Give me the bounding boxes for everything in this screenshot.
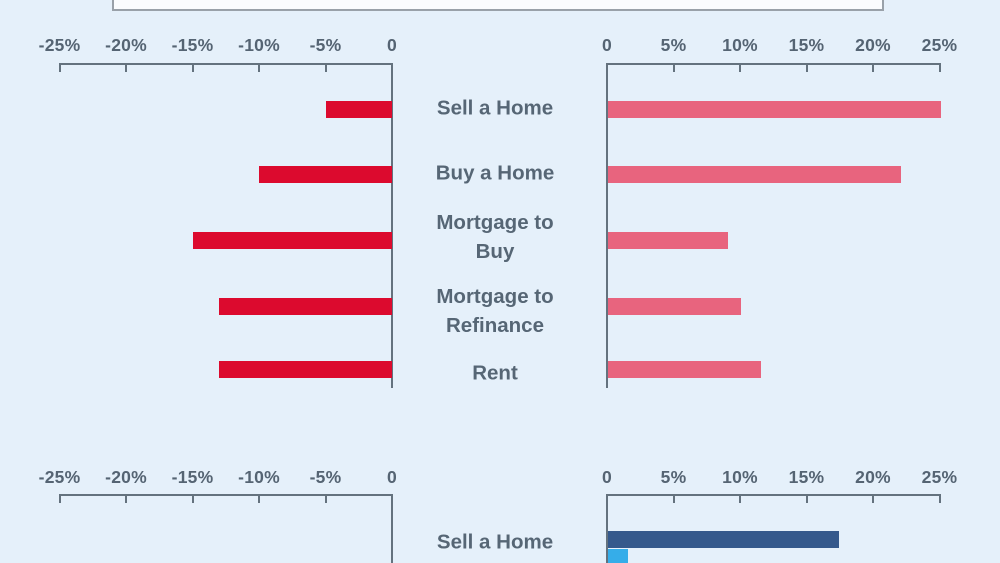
axis-tick	[938, 494, 941, 503]
axis-tick-label: -15%	[171, 467, 214, 487]
zero-axis-line	[606, 494, 608, 563]
axis-tick-label: 15%	[788, 35, 825, 55]
axis-tick-label: 25%	[921, 467, 958, 487]
axis-tick	[872, 63, 874, 72]
axis-tick	[191, 63, 194, 72]
axis-tick-label: 20%	[855, 35, 891, 55]
bar-series-dark-blue-0	[608, 531, 840, 548]
axis-tick-label: -5%	[309, 467, 342, 487]
bar-positive-4	[608, 361, 761, 378]
axis-tick	[125, 494, 127, 503]
axis-tick-label: -10%	[238, 35, 280, 55]
zero-axis-line	[391, 494, 393, 563]
axis-tick-label: 5%	[660, 467, 687, 487]
axis-tick-label: 10%	[722, 35, 758, 55]
axis-tick-label: -25%	[38, 35, 81, 55]
bar-negative-1	[259, 166, 392, 183]
axis-tick	[324, 63, 327, 72]
bar-series-light-blue-0	[608, 549, 628, 563]
axis-tick-label: 20%	[855, 467, 891, 487]
bar-negative-4	[219, 361, 392, 378]
axis-tick	[258, 63, 260, 72]
axis-line	[59, 63, 392, 65]
bar-positive-1	[608, 166, 901, 183]
axis-tick	[739, 63, 741, 72]
axis-tick	[938, 63, 941, 72]
axis-tick	[872, 494, 874, 503]
bar-positive-2	[608, 232, 728, 249]
bar-negative-2	[192, 232, 392, 249]
axis-tick	[191, 494, 194, 503]
category-label: Mortgage to Buy	[436, 211, 554, 263]
axis-tick-label: 5%	[660, 35, 687, 55]
axis-tick-label: 0	[602, 467, 612, 487]
axis-tick-label: 0	[387, 35, 397, 55]
axis-line	[59, 494, 392, 496]
axis-tick	[58, 494, 61, 503]
axis-tick-label: 0	[387, 467, 397, 487]
category-label: Sell a Home	[436, 96, 554, 120]
axis-tick-label: -5%	[309, 35, 342, 55]
bar-negative-3	[219, 298, 392, 315]
cut-off-legend-box	[112, 0, 884, 11]
axis-tick	[672, 494, 675, 503]
bar-negative-0	[325, 101, 392, 118]
axis-tick	[125, 63, 127, 72]
axis-tick-label: 15%	[788, 467, 825, 487]
axis-tick-label: -20%	[105, 467, 147, 487]
axis-tick	[672, 63, 675, 72]
axis-tick	[805, 494, 808, 503]
bar-positive-3	[608, 298, 741, 315]
axis-tick-label: -15%	[171, 35, 214, 55]
category-label: Sell a Home	[436, 530, 554, 554]
category-label: Rent	[472, 361, 518, 385]
axis-tick	[805, 63, 808, 72]
axis-tick-label: -10%	[238, 467, 280, 487]
axis-line	[607, 494, 940, 496]
axis-tick-label: 10%	[722, 467, 758, 487]
axis-tick	[739, 494, 741, 503]
axis-tick-label: 0	[602, 35, 612, 55]
bar-positive-0	[608, 101, 941, 118]
axis-tick	[58, 63, 61, 72]
category-label: Mortgage to Refinance	[436, 285, 554, 337]
axis-tick	[258, 494, 260, 503]
zero-axis-line	[391, 63, 393, 388]
axis-tick-label: -25%	[38, 467, 81, 487]
category-label: Buy a Home	[435, 161, 555, 185]
zero-axis-line	[606, 63, 608, 388]
axis-line	[607, 63, 940, 65]
axis-tick-label: -20%	[105, 35, 147, 55]
axis-tick-label: 25%	[921, 35, 958, 55]
axis-tick	[324, 494, 327, 503]
